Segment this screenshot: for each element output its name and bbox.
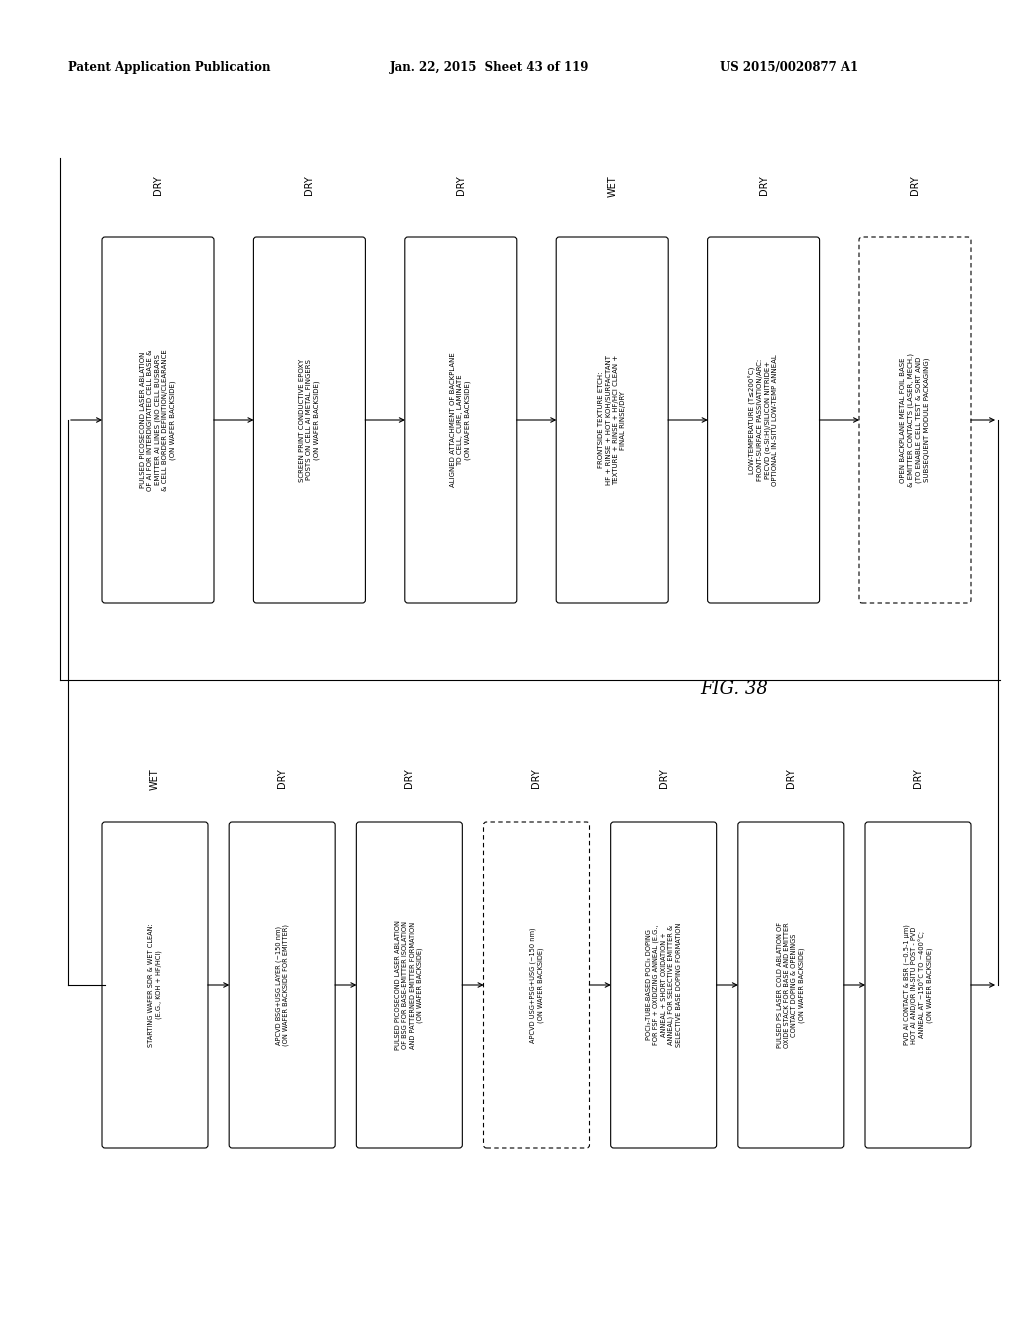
Text: DRY: DRY (278, 768, 287, 788)
Text: DRY: DRY (404, 768, 415, 788)
Text: US 2015/0020877 A1: US 2015/0020877 A1 (720, 62, 858, 74)
Text: ALIGNED ATTACHMENT OF BACKPLANE
TO CELL, CURE, LAMINATE
(ON WAFER BACKSIDE): ALIGNED ATTACHMENT OF BACKPLANE TO CELL,… (451, 352, 471, 487)
Text: Patent Application Publication: Patent Application Publication (68, 62, 270, 74)
FancyBboxPatch shape (102, 822, 208, 1148)
Text: SCREEN PRINT CONDUCTIVE EPOXY
POSTS ON CELL AI METAL FINGERS
(ON WAFER BACKSIDE): SCREEN PRINT CONDUCTIVE EPOXY POSTS ON C… (299, 358, 319, 482)
Text: FRONTSIDE TEXTURE ETCH:
HF + RINSE + HOT KOH/SURFACTANT
TEXTURE + RINSE + HF/HCl: FRONTSIDE TEXTURE ETCH: HF + RINSE + HOT… (598, 355, 626, 486)
Text: DRY: DRY (913, 768, 923, 788)
FancyBboxPatch shape (102, 238, 214, 603)
Text: OPEN BACKPLANE METAL FOIL BASE
& EMITTER CONTACTS (LASER, MECH.)
(TO ENABLE CELL: OPEN BACKPLANE METAL FOIL BASE & EMITTER… (900, 352, 930, 487)
FancyBboxPatch shape (738, 822, 844, 1148)
Text: DRY: DRY (456, 176, 466, 195)
Text: POCl₃-TUBE-BASED POCl₃ DOPING
FOR FSF + OXIDIZING ANNEAL (E.G.,
ANNEAL + SHORT O: POCl₃-TUBE-BASED POCl₃ DOPING FOR FSF + … (646, 923, 682, 1047)
FancyBboxPatch shape (229, 822, 335, 1148)
Text: PULSED PS LASER COLD ABLATION OF
OXIDE STACK FOR BASE AND EMITTER
CONTACT DOPING: PULSED PS LASER COLD ABLATION OF OXIDE S… (777, 921, 805, 1048)
FancyBboxPatch shape (483, 822, 590, 1148)
FancyBboxPatch shape (865, 822, 971, 1148)
Text: PVD AI CONTACT & BSR (~0.5-1 μm)
HOT AI AND/OR IN-SITU POST - PVD
ANNEAL AT ~150: PVD AI CONTACT & BSR (~0.5-1 μm) HOT AI … (903, 924, 933, 1045)
Text: PULSED PICOSECOND LASER ABLATION
OF AI FOR INTERDIGITATED CELL BASE &
EMITTER AI: PULSED PICOSECOND LASER ABLATION OF AI F… (140, 348, 176, 491)
Text: LOW-TEMPERATURE (T≤200°C)
FRONT-SURFACE PASSIVATION/ARC:
PECVD (α-Si:H)/SILICON : LOW-TEMPERATURE (T≤200°C) FRONT-SURFACE … (749, 354, 778, 486)
Text: STARTING WAFER SDR & WET CLEAN:
(E.G., KOH + HF/HCl): STARTING WAFER SDR & WET CLEAN: (E.G., K… (148, 923, 162, 1047)
FancyBboxPatch shape (356, 822, 462, 1148)
Text: DRY: DRY (759, 176, 769, 195)
FancyBboxPatch shape (859, 238, 971, 603)
FancyBboxPatch shape (404, 238, 517, 603)
FancyBboxPatch shape (708, 238, 819, 603)
Text: DRY: DRY (531, 768, 542, 788)
Text: DRY: DRY (153, 176, 163, 195)
Text: WET: WET (607, 176, 617, 197)
Text: PULSED PICOSECOND LASER ABLATION
OF BSG FOR BASE-EMITTER ISOLATION
AND PATTERNED: PULSED PICOSECOND LASER ABLATION OF BSG … (395, 920, 424, 1049)
Text: WET: WET (150, 768, 160, 789)
Text: DRY: DRY (910, 176, 920, 195)
FancyBboxPatch shape (556, 238, 669, 603)
Text: APCVD USG+PSG+USG (~150 nm)
(ON WAFER BACKSIDE): APCVD USG+PSG+USG (~150 nm) (ON WAFER BA… (529, 927, 544, 1043)
Text: Jan. 22, 2015  Sheet 43 of 119: Jan. 22, 2015 Sheet 43 of 119 (390, 62, 590, 74)
Text: FIG. 38: FIG. 38 (700, 680, 768, 698)
Text: DRY: DRY (304, 176, 314, 195)
FancyBboxPatch shape (253, 238, 366, 603)
FancyBboxPatch shape (610, 822, 717, 1148)
Text: APCVD BSG+USG LAYER (~150 nm)
(ON WAFER BACKSIDE FOR EMITTER): APCVD BSG+USG LAYER (~150 nm) (ON WAFER … (275, 924, 290, 1045)
Text: DRY: DRY (658, 768, 669, 788)
Text: DRY: DRY (785, 768, 796, 788)
